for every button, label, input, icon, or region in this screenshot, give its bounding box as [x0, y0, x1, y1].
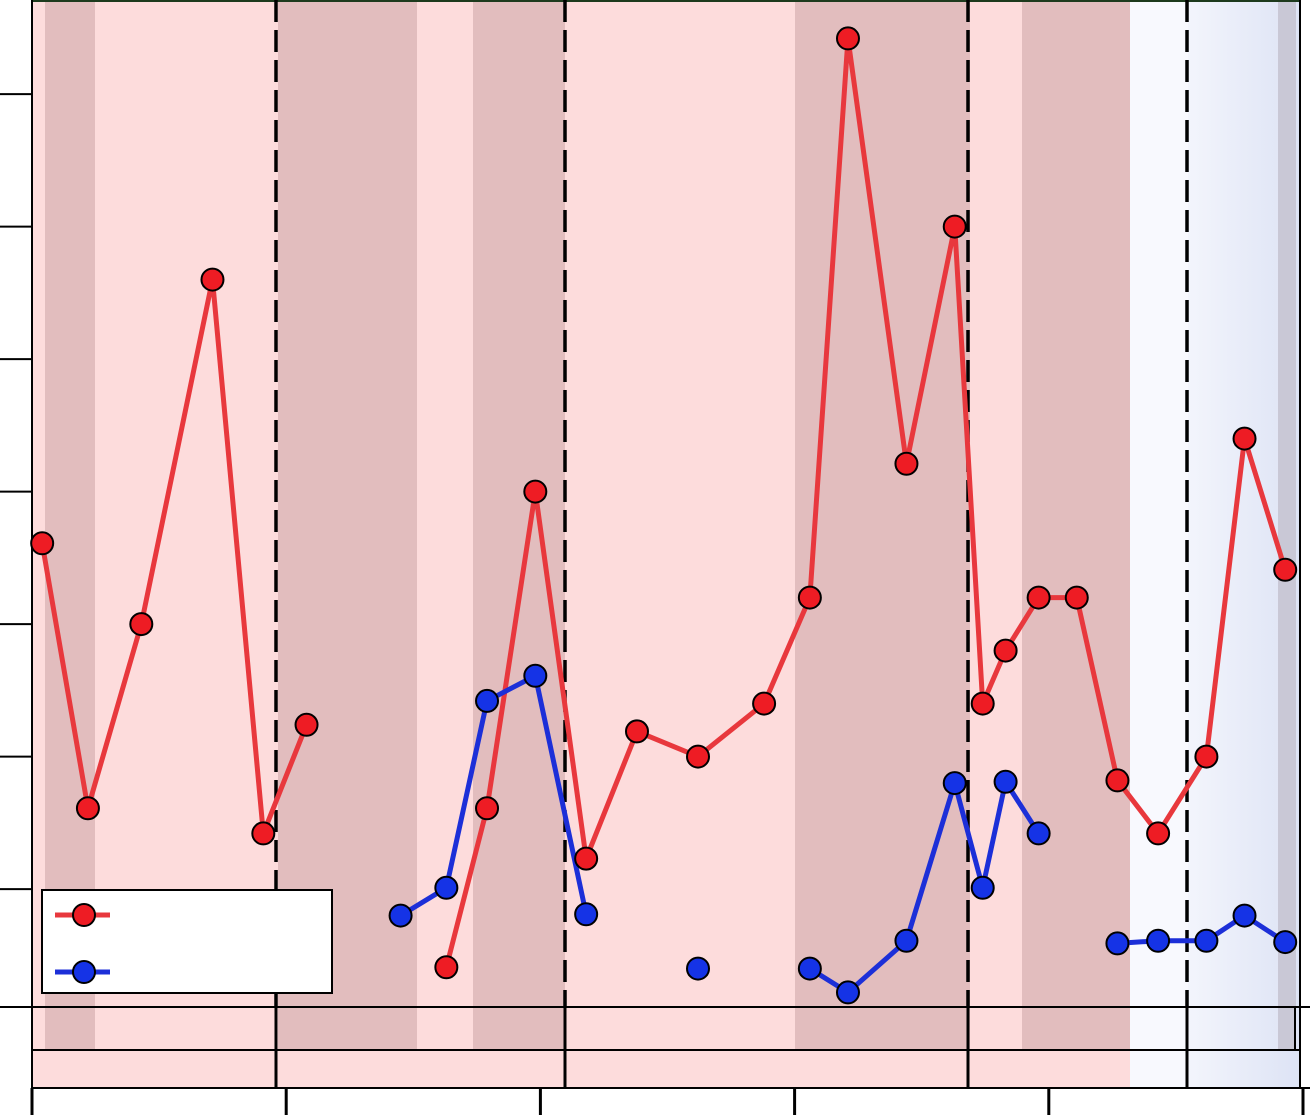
data-point: [30, 531, 55, 556]
data-point: [434, 875, 459, 900]
data-point: [894, 928, 919, 953]
data-point: [1146, 821, 1171, 846]
data-point: [797, 585, 822, 610]
data-point: [475, 796, 500, 821]
legend-marker: [72, 960, 96, 984]
data-point: [797, 956, 822, 981]
data-point: [1026, 821, 1051, 846]
data-point: [1064, 585, 1089, 610]
data-point: [388, 903, 413, 928]
data-point: [523, 663, 548, 688]
data-point: [1105, 768, 1130, 793]
data-point: [294, 712, 319, 737]
legend-items: [55, 903, 110, 984]
data-point: [1194, 744, 1219, 769]
data-point: [686, 744, 711, 769]
data-point: [574, 902, 599, 927]
data-point: [970, 691, 995, 716]
data-point: [523, 479, 548, 504]
data-point: [835, 980, 860, 1005]
data-point: [1026, 585, 1051, 610]
data-point: [624, 719, 649, 744]
data-point: [752, 691, 777, 716]
plot: [30, 26, 1298, 1005]
data-point: [1146, 928, 1171, 953]
data-point: [475, 688, 500, 713]
data-point: [970, 875, 995, 900]
data-point: [1232, 426, 1257, 451]
data-point: [75, 796, 100, 821]
data-point: [835, 26, 860, 51]
data-point: [1105, 931, 1130, 956]
data-point: [1273, 930, 1298, 955]
period-dividers: [274, 1007, 1189, 1088]
legend-marker: [72, 903, 96, 927]
data-point: [1194, 928, 1219, 953]
data-point: [434, 955, 459, 980]
data-point: [993, 638, 1018, 663]
data-point: [942, 214, 967, 239]
data-point: [129, 612, 154, 637]
data-point: [1232, 903, 1257, 928]
data-point: [686, 956, 711, 981]
data-point: [251, 821, 276, 846]
data-point: [942, 771, 967, 796]
period-boundaries: [274, 0, 1189, 1007]
data-point: [894, 451, 919, 476]
data-point: [574, 846, 599, 871]
data-point: [1273, 557, 1298, 582]
data-point: [200, 267, 225, 292]
data-point: [993, 769, 1018, 794]
